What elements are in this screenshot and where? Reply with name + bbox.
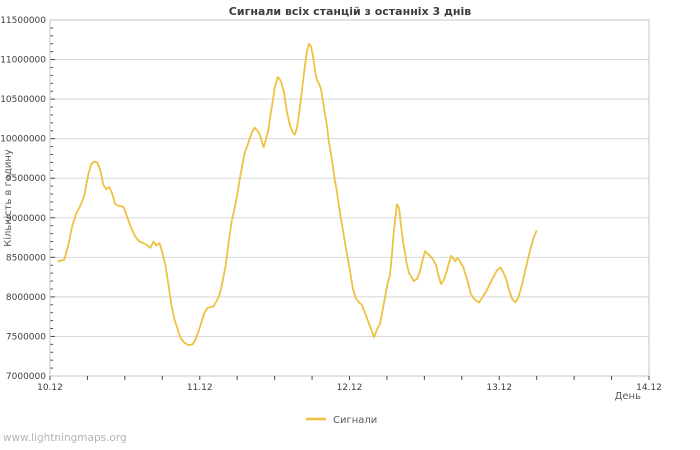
y-tick-label: 10500000 bbox=[0, 95, 46, 105]
x-tick-label: 10.12 bbox=[37, 383, 63, 393]
y-tick-label: 7000000 bbox=[6, 372, 46, 382]
lightningmaps-watermark: www.lightningmaps.org bbox=[3, 432, 127, 444]
y-tick-label: 7500000 bbox=[6, 332, 46, 342]
x-tick-label: 11.12 bbox=[187, 383, 213, 393]
y-tick-label: 8500000 bbox=[6, 253, 46, 263]
chart-title: Сигнали всіх станцій з останніх 3 днів bbox=[229, 5, 471, 18]
y-tick-label: 11500000 bbox=[0, 16, 46, 26]
y-tick-label: 9000000 bbox=[6, 214, 46, 224]
y-tick-label: 9500000 bbox=[6, 174, 46, 184]
y-tick-label: 11000000 bbox=[0, 56, 46, 66]
legend-series-label: Сигнали bbox=[333, 415, 377, 426]
x-tick-label: 12.12 bbox=[337, 383, 363, 393]
y-tick-label: 10000000 bbox=[0, 135, 46, 145]
legend: Сигнали bbox=[306, 415, 377, 426]
x-tick-label: 13.12 bbox=[486, 383, 512, 393]
x-axis-title: День bbox=[615, 391, 642, 402]
y-axis-title: Кількість в годину bbox=[2, 149, 14, 247]
plot-frame bbox=[49, 19, 650, 377]
signals-series-line bbox=[57, 42, 538, 347]
plot-area: 7000000 7500000 8000000 8500000 9000000 95000… bbox=[0, 16, 662, 393]
y-tick-label: 8000000 bbox=[6, 293, 46, 303]
x-tick-label: 14.12 bbox=[636, 383, 662, 393]
